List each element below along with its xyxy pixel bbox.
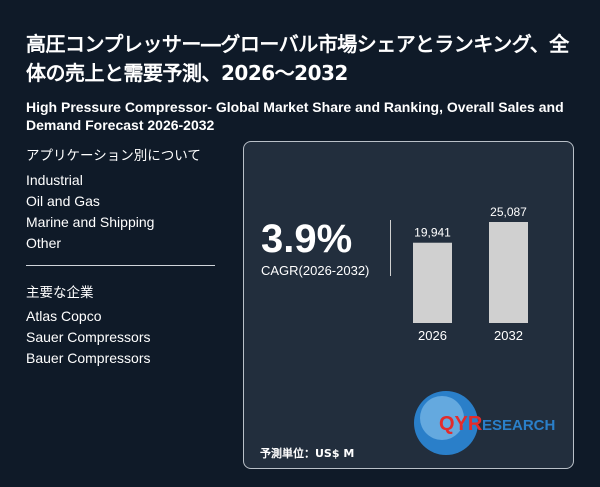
cagr-value: 3.9%	[261, 217, 353, 261]
companies-list: Atlas Copco Sauer Compressors Bauer Comp…	[26, 306, 151, 369]
application-item: Oil and Gas	[26, 193, 100, 209]
application-item: Other	[26, 235, 62, 251]
cagr-label: CAGR(2026-2032)	[261, 263, 370, 278]
x-tick-label: 2026	[418, 328, 447, 343]
bar-2026	[413, 242, 452, 323]
companies-heading: 主要な企業	[26, 285, 94, 301]
divider	[26, 265, 215, 266]
svg-text:ESEARCH: ESEARCH	[482, 417, 555, 434]
bar-chart: 19,941 2026 25,087 2032	[413, 205, 528, 343]
svg-text:QYR: QYR	[439, 413, 483, 435]
applications-heading: アプリケーション別について	[26, 148, 201, 164]
company-item: Atlas Copco	[26, 308, 102, 324]
unit-label: 予測単位：US$ M	[260, 447, 355, 460]
application-item: Industrial	[26, 172, 83, 188]
page-title: 高圧コンプレッサー―グローバル市場シェアとランキング、全体の売上と需要予測、20…	[26, 32, 569, 85]
company-item: Bauer Compressors	[26, 350, 151, 366]
forecast-panel: 3.9% CAGR(2026-2032) 19,941 2026 25,087 203…	[243, 141, 574, 469]
x-tick-label: 2032	[494, 328, 523, 343]
page-subtitle: High Pressure Compressor- Global Market …	[26, 99, 564, 133]
company-item: Sauer Compressors	[26, 329, 151, 345]
applications-list: Industrial Oil and Gas Marine and Shippi…	[26, 170, 154, 254]
data-label: 25,087	[490, 205, 527, 219]
bar-2032	[489, 222, 528, 323]
data-label: 19,941	[414, 226, 451, 240]
qyresearch-logo: QYR ESEARCH	[414, 391, 555, 455]
separator-line	[390, 220, 391, 276]
application-item: Marine and Shipping	[26, 214, 155, 230]
